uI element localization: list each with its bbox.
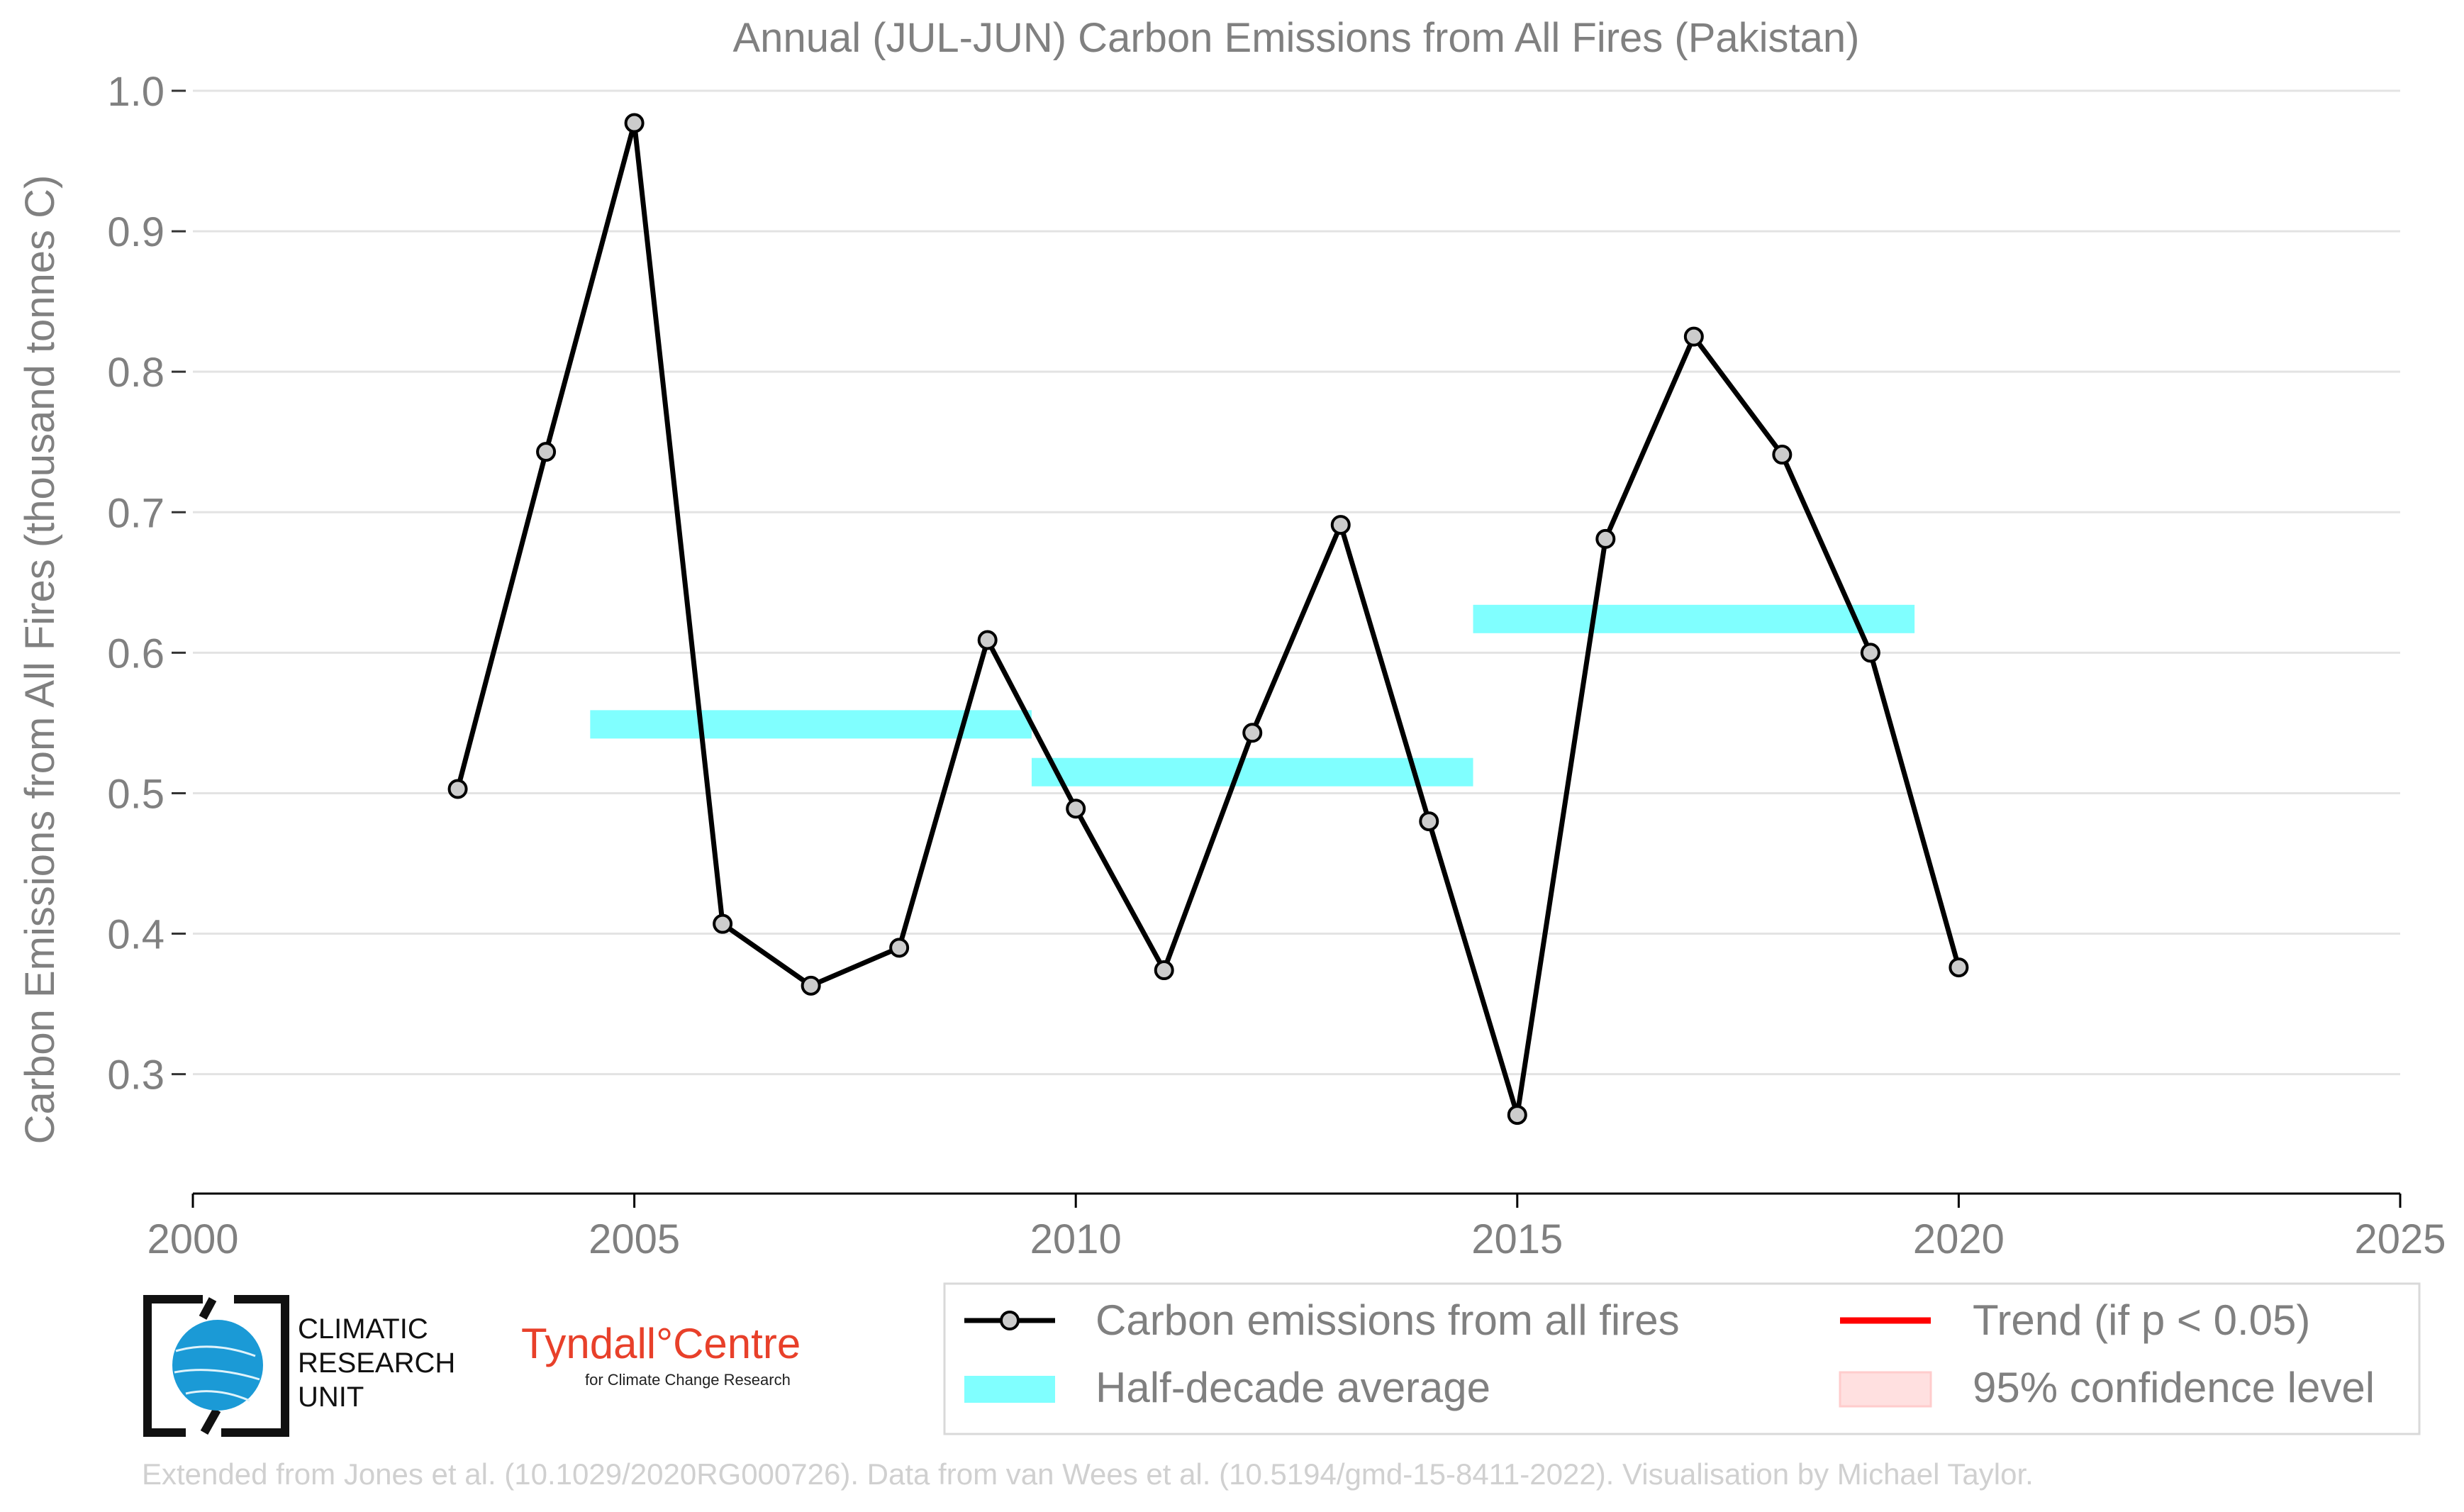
y-tick-label-2: 0.5 [107, 771, 165, 817]
x-tick-label-5: 2025 [2354, 1216, 2446, 1262]
x-tick-label-2: 2010 [1030, 1216, 1122, 1262]
tyndall-subtitle: for Climate Change Research [585, 1371, 791, 1389]
legend-band-swatch [964, 1376, 1055, 1403]
data-point-2016 [1595, 528, 1616, 549]
data-point-2006 [713, 913, 733, 934]
legend-confidence-swatch [1839, 1371, 1932, 1408]
legend: Carbon emissions from all fires Trend (i… [943, 1282, 2421, 1435]
data-point-2005 [624, 113, 645, 133]
half-decade-bands [590, 604, 1915, 786]
y-tick-label-3: 0.6 [107, 630, 165, 677]
y-tick-label-7: 1.0 [107, 69, 165, 115]
data-point-2004 [536, 442, 557, 462]
legend-label-emissions: Carbon emissions from all fires [1096, 1296, 1680, 1344]
cru-bracket-left [143, 1295, 203, 1437]
legend-marker-swatch [1000, 1311, 1020, 1330]
x-axis: 2000 2005 2010 2015 2020 2025 [147, 1192, 2446, 1262]
x-tick-label-1: 2005 [589, 1216, 680, 1262]
data-point-2007 [801, 975, 821, 996]
cru-slash-top [199, 1297, 217, 1320]
data-point-2019 [1860, 643, 1880, 663]
credit-line: Extended from Jones et al. (10.1029/2020… [142, 1457, 2034, 1491]
x-tick-label-0: 2000 [147, 1216, 238, 1262]
y-tick-label-1: 0.4 [107, 912, 165, 958]
y-tick-label-4: 0.7 [107, 490, 165, 536]
y-tick-label-0: 0.3 [107, 1052, 165, 1099]
globe-icon [172, 1320, 263, 1411]
half-decade-bar-2 [1473, 604, 1915, 633]
legend-frame [943, 1282, 2421, 1435]
data-point-2003 [447, 779, 468, 799]
data-point-2010 [1066, 799, 1086, 819]
data-point-2009 [977, 630, 998, 650]
data-point-2011 [1154, 960, 1174, 981]
legend-label-confidence: 95% confidence level [1973, 1364, 2375, 1411]
data-point-2014 [1419, 811, 1439, 832]
x-tick-label-3: 2015 [1471, 1216, 1563, 1262]
data-point-2020 [1949, 957, 1969, 978]
cru-slash-bottom [200, 1408, 221, 1435]
data-point-2008 [889, 938, 910, 958]
tyndall-logo: Tyndall°Centre for Climate Change Resear… [521, 1320, 801, 1389]
data-point-2015 [1507, 1105, 1527, 1125]
legend-label-half-decade: Half-decade average [1096, 1364, 1490, 1411]
y-axis-label: Carbon Emissions from All Fires (thousan… [17, 175, 63, 1145]
y-axis-ticks: 0.3 0.4 0.5 0.6 0.7 0.8 0.9 1.0 [107, 69, 186, 1099]
globe-icon-lines [174, 1345, 260, 1402]
y-tick-label-6: 0.9 [107, 209, 165, 255]
chart-title: Annual (JUL-JUN) Carbon Emissions from A… [733, 15, 1860, 61]
data-point-2018 [1772, 445, 1793, 465]
series-line-0 [455, 121, 1961, 1118]
cru-word-2: RESEARCH [298, 1347, 456, 1379]
legend-label-trend: Trend (if p < 0.05) [1973, 1296, 2310, 1344]
data-point-2013 [1330, 515, 1351, 535]
cru-bracket-right [221, 1295, 289, 1437]
tyndall-wordmark: Tyndall°Centre [521, 1320, 801, 1367]
half-decade-bar-1 [1031, 757, 1473, 786]
cru-word-3: UNIT [298, 1382, 364, 1413]
y-tick-label-5: 0.8 [107, 350, 165, 396]
data-point-2017 [1683, 326, 1704, 347]
x-tick-label-4: 2020 [1913, 1216, 2005, 1262]
cru-logo [143, 1295, 289, 1437]
cru-word-1: CLIMATIC [298, 1313, 428, 1345]
series-layer [447, 113, 1969, 1125]
gridlines [193, 89, 2400, 1076]
cru-wordmark: CLIMATIC RESEARCH UNIT [298, 1312, 455, 1414]
data-point-2012 [1242, 723, 1263, 743]
